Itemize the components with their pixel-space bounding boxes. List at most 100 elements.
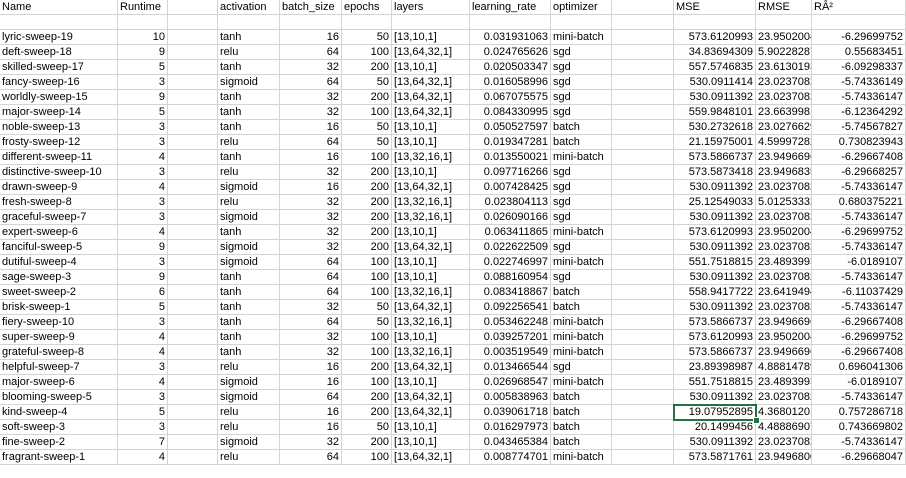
cell-mse[interactable]: 530.0911414 bbox=[674, 75, 756, 90]
cell-layers[interactable]: [13,64,32,1] bbox=[392, 405, 470, 420]
cell-optimizer[interactable]: sgd bbox=[551, 195, 612, 210]
header-cell-r2[interactable]: RÂ² bbox=[812, 0, 906, 15]
cell-batch-size[interactable]: 16 bbox=[280, 405, 342, 420]
cell-activation[interactable]: tanh bbox=[218, 150, 280, 165]
cell-name[interactable]: lyric-sweep-19 bbox=[0, 30, 118, 45]
cell-optimizer[interactable] bbox=[551, 15, 612, 30]
cell-optimizer[interactable]: sgd bbox=[551, 90, 612, 105]
cell-learning-rate[interactable]: 0.013466544 bbox=[470, 360, 551, 375]
cell-learning-rate[interactable]: 0.022622509 bbox=[470, 240, 551, 255]
cell-rmse[interactable]: 23.02766297 bbox=[756, 120, 812, 135]
cell-name[interactable]: deft-sweep-18 bbox=[0, 45, 118, 60]
cell-runtime[interactable]: 3 bbox=[118, 75, 168, 90]
cell-optimizer[interactable]: sgd bbox=[551, 360, 612, 375]
header-cell-runtime[interactable]: Runtime bbox=[118, 0, 168, 15]
cell-blank-j[interactable] bbox=[612, 210, 674, 225]
cell-runtime[interactable]: 6 bbox=[118, 285, 168, 300]
cell-blank-j[interactable] bbox=[612, 120, 674, 135]
cell-blank-j[interactable] bbox=[612, 300, 674, 315]
cell-layers[interactable]: [13,32,16,1] bbox=[392, 210, 470, 225]
cell-blank-j[interactable] bbox=[612, 240, 674, 255]
cell-mse[interactable]: 573.5866737 bbox=[674, 315, 756, 330]
cell-activation[interactable]: relu bbox=[218, 405, 280, 420]
cell-activation[interactable]: tanh bbox=[218, 330, 280, 345]
cell-optimizer[interactable]: mini-batch bbox=[551, 150, 612, 165]
cell-learning-rate[interactable]: 0.084330995 bbox=[470, 105, 551, 120]
cell-mse[interactable]: 530.0911392 bbox=[674, 210, 756, 225]
cell-optimizer[interactable]: batch bbox=[551, 390, 612, 405]
cell-r2[interactable]: -5.74336147 bbox=[812, 435, 906, 450]
cell-runtime[interactable]: 3 bbox=[118, 360, 168, 375]
cell-r2[interactable]: -6.0189107 bbox=[812, 255, 906, 270]
cell-activation[interactable]: relu bbox=[218, 135, 280, 150]
cell-blank-j[interactable] bbox=[612, 360, 674, 375]
cell-r2[interactable]: -6.12364292 bbox=[812, 105, 906, 120]
cell-blank-c[interactable] bbox=[168, 375, 218, 390]
cell-blank-c[interactable] bbox=[168, 135, 218, 150]
cell-optimizer[interactable]: sgd bbox=[551, 240, 612, 255]
cell-epochs[interactable]: 100 bbox=[342, 105, 392, 120]
cell-layers[interactable] bbox=[392, 15, 470, 30]
cell-blank-j[interactable] bbox=[612, 60, 674, 75]
cell-optimizer[interactable]: batch bbox=[551, 285, 612, 300]
cell-activation[interactable]: tanh bbox=[218, 270, 280, 285]
cell-learning-rate[interactable]: 0.022746997 bbox=[470, 255, 551, 270]
cell-blank-j[interactable] bbox=[612, 450, 674, 465]
cell-batch-size[interactable]: 32 bbox=[280, 345, 342, 360]
selected-cell[interactable]: 19.07952895 bbox=[673, 404, 757, 421]
cell-rmse[interactable]: 23.02370825 bbox=[756, 75, 812, 90]
cell-runtime[interactable]: 4 bbox=[118, 330, 168, 345]
cell-name[interactable]: fragrant-sweep-1 bbox=[0, 450, 118, 465]
cell-epochs[interactable]: 200 bbox=[342, 165, 392, 180]
cell-learning-rate[interactable]: 0.050527597 bbox=[470, 120, 551, 135]
cell-rmse[interactable]: 23.48939934 bbox=[756, 255, 812, 270]
cell-activation[interactable]: tanh bbox=[218, 30, 280, 45]
cell-mse[interactable]: 530.0911392 bbox=[674, 90, 756, 105]
cell-blank-j[interactable] bbox=[612, 420, 674, 435]
cell-batch-size[interactable]: 64 bbox=[280, 450, 342, 465]
cell-layers[interactable]: [13,64,32,1] bbox=[392, 300, 470, 315]
cell-r2[interactable]: -6.29668257 bbox=[812, 165, 906, 180]
cell-epochs[interactable]: 50 bbox=[342, 315, 392, 330]
cell-activation[interactable]: tanh bbox=[218, 120, 280, 135]
cell-batch-size[interactable]: 16 bbox=[280, 180, 342, 195]
cell-layers[interactable]: [13,64,32,1] bbox=[392, 75, 470, 90]
cell-rmse[interactable]: 23.0237082 bbox=[756, 435, 812, 450]
cell-rmse[interactable]: 23.9496696 bbox=[756, 315, 812, 330]
cell-name[interactable]: fresh-sweep-8 bbox=[0, 195, 118, 210]
cell-runtime[interactable] bbox=[118, 15, 168, 30]
cell-runtime[interactable]: 5 bbox=[118, 105, 168, 120]
cell-mse[interactable]: 573.5871761 bbox=[674, 450, 756, 465]
cell-batch-size[interactable]: 64 bbox=[280, 390, 342, 405]
cell-mse[interactable]: 25.12549033 bbox=[674, 195, 756, 210]
cell-runtime[interactable]: 5 bbox=[118, 405, 168, 420]
cell-learning-rate[interactable]: 0.019347281 bbox=[470, 135, 551, 150]
cell-name[interactable]: different-sweep-11 bbox=[0, 150, 118, 165]
cell-epochs[interactable]: 200 bbox=[342, 405, 392, 420]
cell-name[interactable]: worldly-sweep-15 bbox=[0, 90, 118, 105]
cell-runtime[interactable]: 4 bbox=[118, 225, 168, 240]
cell-layers[interactable]: [13,10,1] bbox=[392, 120, 470, 135]
cell-blank-j[interactable] bbox=[612, 405, 674, 420]
cell-r2[interactable]: -6.29667408 bbox=[812, 150, 906, 165]
cell-blank-j[interactable] bbox=[612, 30, 674, 45]
cell-blank-j[interactable] bbox=[612, 285, 674, 300]
cell-blank-j[interactable] bbox=[612, 345, 674, 360]
cell-activation[interactable]: sigmoid bbox=[218, 240, 280, 255]
cell-name[interactable]: fine-sweep-2 bbox=[0, 435, 118, 450]
cell-name[interactable]: sweet-sweep-2 bbox=[0, 285, 118, 300]
cell-optimizer[interactable]: mini-batch bbox=[551, 315, 612, 330]
cell-r2[interactable]: -5.74336147 bbox=[812, 210, 906, 225]
cell-optimizer[interactable]: mini-batch bbox=[551, 255, 612, 270]
cell-name[interactable]: major-sweep-14 bbox=[0, 105, 118, 120]
cell-learning-rate[interactable]: 0.039257201 bbox=[470, 330, 551, 345]
cell-batch-size[interactable]: 32 bbox=[280, 330, 342, 345]
cell-mse[interactable]: 551.7518815 bbox=[674, 255, 756, 270]
cell-blank-c[interactable] bbox=[168, 165, 218, 180]
cell-epochs[interactable]: 50 bbox=[342, 75, 392, 90]
cell-optimizer[interactable]: mini-batch bbox=[551, 30, 612, 45]
cell-learning-rate[interactable]: 0.013550021 bbox=[470, 150, 551, 165]
cell-layers[interactable]: [13,10,1] bbox=[392, 165, 470, 180]
cell-blank-j[interactable] bbox=[612, 315, 674, 330]
